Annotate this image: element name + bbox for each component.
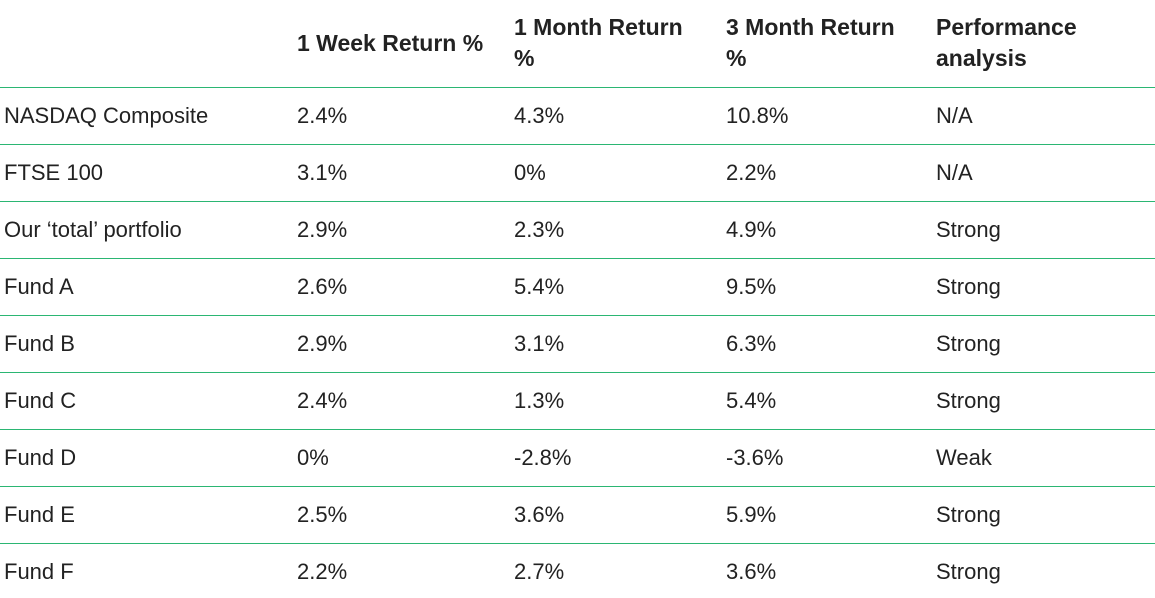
header-cell-name: [0, 0, 293, 88]
cell-name: NASDAQ Composite: [0, 87, 293, 145]
table-body: NASDAQ Composite 2.4% 4.3% 10.8% N/A FTS…: [0, 87, 1155, 598]
cell-3-month-return: 4.9%: [722, 201, 932, 259]
header-cell-1-week-return: 1 Week Return %: [293, 0, 510, 88]
cell-name: Fund F: [0, 543, 293, 598]
cell-3-month-return: -3.6%: [722, 429, 932, 487]
table-row: Our ‘total’ portfolio 2.9% 2.3% 4.9% Str…: [0, 201, 1155, 259]
table-header: 1 Week Return % 1 Month Return % 3 Month…: [0, 0, 1155, 88]
cell-1-month-return: -2.8%: [510, 429, 722, 487]
cell-performance-analysis: Weak: [932, 429, 1155, 487]
cell-3-month-return: 10.8%: [722, 87, 932, 145]
table-row: Fund C 2.4% 1.3% 5.4% Strong: [0, 372, 1155, 430]
cell-1-month-return: 1.3%: [510, 372, 722, 430]
cell-performance-analysis: Strong: [932, 201, 1155, 259]
cell-1-month-return: 3.6%: [510, 486, 722, 544]
cell-3-month-return: 6.3%: [722, 315, 932, 373]
cell-1-week-return: 2.4%: [293, 372, 510, 430]
cell-name: Fund E: [0, 486, 293, 544]
cell-name: Fund A: [0, 258, 293, 316]
cell-performance-analysis: Strong: [932, 372, 1155, 430]
cell-1-week-return: 2.2%: [293, 543, 510, 598]
table-row: Fund E 2.5% 3.6% 5.9% Strong: [0, 486, 1155, 544]
cell-name: Our ‘total’ portfolio: [0, 201, 293, 259]
cell-performance-analysis: Strong: [932, 315, 1155, 373]
cell-1-week-return: 3.1%: [293, 144, 510, 202]
cell-1-month-return: 2.7%: [510, 543, 722, 598]
cell-3-month-return: 5.4%: [722, 372, 932, 430]
cell-performance-analysis: N/A: [932, 144, 1155, 202]
cell-3-month-return: 3.6%: [722, 543, 932, 598]
table-row: NASDAQ Composite 2.4% 4.3% 10.8% N/A: [0, 87, 1155, 145]
cell-performance-analysis: Strong: [932, 543, 1155, 598]
cell-name: Fund D: [0, 429, 293, 487]
cell-1-week-return: 2.9%: [293, 201, 510, 259]
cell-performance-analysis: Strong: [932, 258, 1155, 316]
header-cell-performance-analysis: Performance analysis: [932, 0, 1155, 88]
table-row: Fund A 2.6% 5.4% 9.5% Strong: [0, 258, 1155, 316]
cell-3-month-return: 9.5%: [722, 258, 932, 316]
table-row: FTSE 100 3.1% 0% 2.2% N/A: [0, 144, 1155, 202]
cell-performance-analysis: Strong: [932, 486, 1155, 544]
cell-1-month-return: 5.4%: [510, 258, 722, 316]
header-row: 1 Week Return % 1 Month Return % 3 Month…: [0, 0, 1155, 88]
header-cell-3-month-return: 3 Month Return %: [722, 0, 932, 88]
cell-performance-analysis: N/A: [932, 87, 1155, 145]
cell-1-month-return: 2.3%: [510, 201, 722, 259]
cell-1-week-return: 2.9%: [293, 315, 510, 373]
cell-name: Fund B: [0, 315, 293, 373]
cell-3-month-return: 2.2%: [722, 144, 932, 202]
cell-3-month-return: 5.9%: [722, 486, 932, 544]
cell-1-week-return: 0%: [293, 429, 510, 487]
cell-1-month-return: 3.1%: [510, 315, 722, 373]
cell-1-month-return: 0%: [510, 144, 722, 202]
table-row: Fund B 2.9% 3.1% 6.3% Strong: [0, 315, 1155, 373]
cell-name: FTSE 100: [0, 144, 293, 202]
cell-1-week-return: 2.6%: [293, 258, 510, 316]
table-row: Fund D 0% -2.8% -3.6% Weak: [0, 429, 1155, 487]
cell-1-month-return: 4.3%: [510, 87, 722, 145]
table-row: Fund F 2.2% 2.7% 3.6% Strong: [0, 543, 1155, 598]
cell-name: Fund C: [0, 372, 293, 430]
header-cell-1-month-return: 1 Month Return %: [510, 0, 722, 88]
cell-1-week-return: 2.4%: [293, 87, 510, 145]
cell-1-week-return: 2.5%: [293, 486, 510, 544]
